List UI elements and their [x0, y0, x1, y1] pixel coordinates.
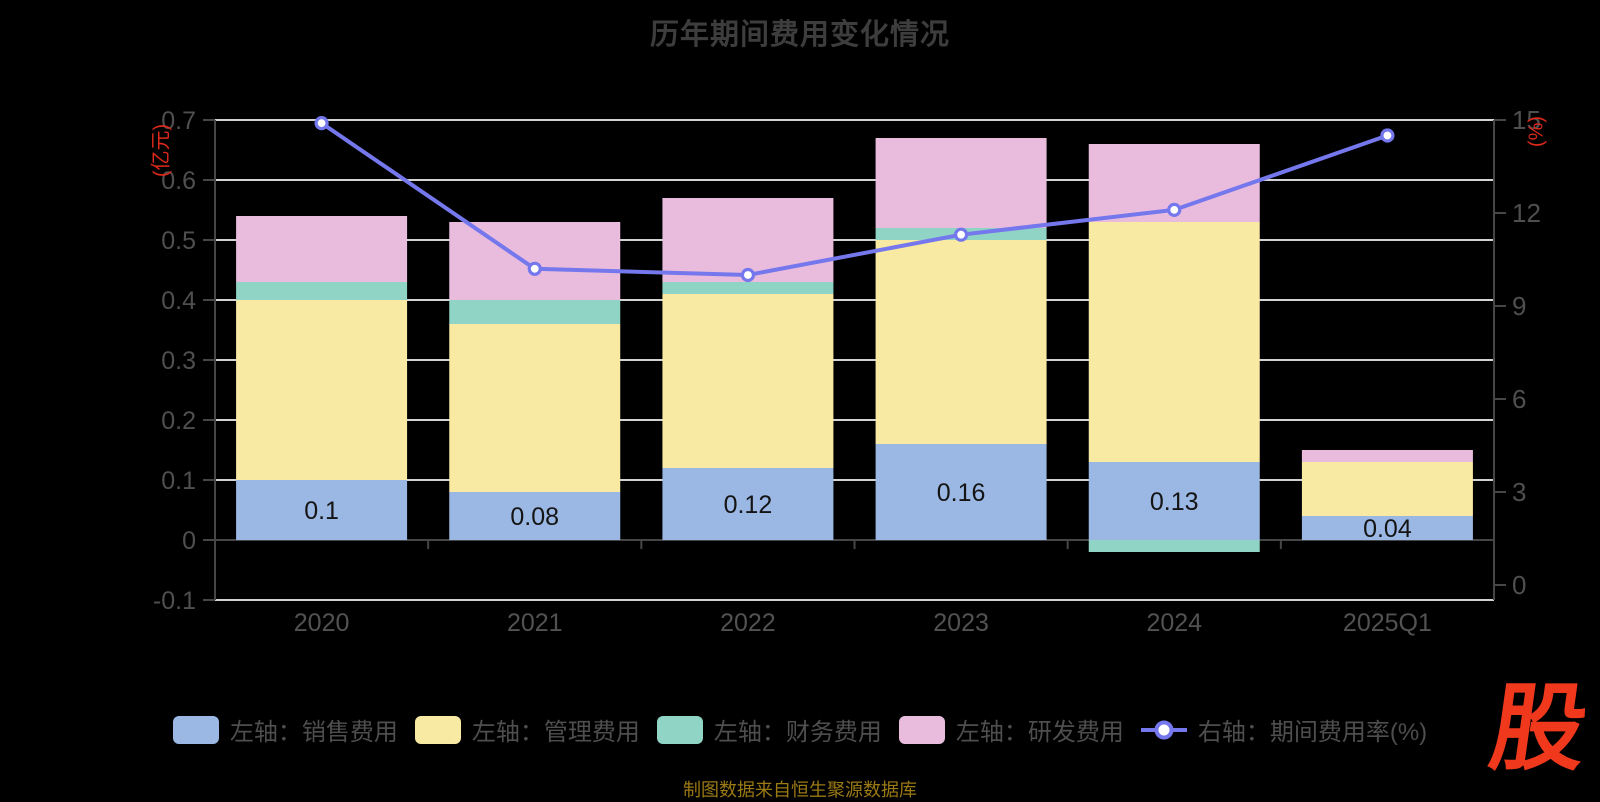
bar-value-label: 0.08	[510, 503, 559, 531]
left-axis-unit-label: (亿元)	[150, 123, 173, 178]
legend-label: 左轴：管理费用	[471, 719, 640, 746]
bar-segment-2021[interactable]	[449, 492, 621, 540]
bar-value-label: 0.1	[304, 497, 339, 525]
right-axis-tick-label: 15	[1512, 105, 1541, 135]
bar-segment-2023[interactable]	[875, 240, 1047, 444]
legend-dot-icon	[1154, 720, 1174, 739]
expense-chart[interactable]: 0.7 0.6 0.5 0.4 0.3 0.2 0.1 0 -0.1 15 12 9 6 3 0 2020 20…	[0, 0, 1600, 677]
bar-segment-2024[interactable]	[1088, 540, 1260, 552]
line-point-2021[interactable]	[527, 261, 542, 276]
legend-swatch-icon	[414, 715, 461, 744]
bar-segment-2024[interactable]	[1088, 462, 1260, 540]
left-axis-tick-label: 0.3	[161, 347, 196, 375]
left-axis-tick-label: 0.1	[161, 467, 196, 495]
bar-segment-2020[interactable]	[236, 216, 408, 282]
bar-segment-2023[interactable]	[875, 444, 1047, 540]
bar-value-label: 0.13	[1150, 488, 1199, 516]
legend-item-4[interactable]: 右轴：期间费用率(%)	[1140, 712, 1428, 747]
legend-item-1[interactable]: 左轴：管理费用	[414, 712, 640, 747]
bar-value-label: 0.04	[1363, 515, 1412, 543]
legend-item-0[interactable]: 左轴：销售费用	[172, 712, 398, 747]
legend-label: 右轴：期间费用率(%)	[1197, 719, 1428, 746]
legend-label: 左轴：财务费用	[713, 719, 882, 746]
left-axis-tick-label: 0	[182, 527, 196, 555]
bar-value-label: 0.12	[724, 491, 773, 519]
bar-segment-2025Q1[interactable]	[1301, 462, 1473, 516]
bar-segment-2021[interactable]	[449, 324, 621, 492]
bar-segment-2020[interactable]	[236, 300, 408, 480]
x-axis-category-label: 2024	[1146, 609, 1202, 637]
x-axis-category-label: 2025Q1	[1343, 609, 1432, 637]
left-axis-tick-label: 0.7	[161, 107, 196, 135]
x-axis-category-label: 2023	[933, 609, 989, 637]
legend-label: 左轴：研发费用	[955, 719, 1124, 746]
right-axis-tick-label: 3	[1512, 477, 1526, 507]
legend-label: 左轴：销售费用	[229, 719, 398, 746]
left-axis-tick-label: 0.6	[161, 167, 196, 195]
legend-item-2[interactable]: 左轴：财务费用	[656, 712, 882, 747]
x-axis-category-label: 2020	[294, 609, 350, 637]
bar-segment-2022[interactable]	[662, 294, 834, 468]
x-axis-category-label: 2022	[720, 609, 776, 637]
legend-swatch-icon	[172, 715, 219, 744]
line-point-2023[interactable]	[953, 227, 969, 242]
bar-segment-2023[interactable]	[875, 138, 1047, 228]
bar-segment-2020[interactable]	[236, 282, 408, 300]
legend-line-marker-icon	[1140, 716, 1187, 744]
legend-swatch-icon	[656, 715, 703, 744]
data-source-note: 制图数据来自恒生聚源数据库	[683, 780, 917, 800]
right-axis-tick-label: 0	[1512, 570, 1526, 600]
chart-legend: 左轴：销售费用 左轴：管理费用 左轴：财务费用 左轴：研发费用 右轴：期间费用率(%)	[0, 712, 1600, 747]
bar-segment-2022[interactable]	[662, 468, 834, 540]
bar-segment-2021[interactable]	[449, 222, 621, 300]
bar-segment-2021[interactable]	[449, 300, 621, 324]
left-axis-tick-label: -0.1	[153, 587, 196, 615]
right-axis-unit-label: (%)	[1525, 115, 1548, 148]
brand-logo: 股	[1483, 676, 1594, 782]
right-axis-tick-label: 6	[1512, 384, 1526, 414]
right-axis-tick-label: 9	[1512, 291, 1526, 321]
left-axis-tick-label: 0.4	[161, 287, 196, 315]
line-point-2020[interactable]	[314, 115, 329, 131]
bar-segment-2025Q1[interactable]	[1301, 450, 1473, 462]
left-axis-tick-label: 0.2	[161, 407, 196, 435]
line-point-2022[interactable]	[740, 267, 756, 283]
line-point-2025Q1[interactable]	[1380, 128, 1395, 143]
legend-item-3[interactable]: 左轴：研发费用	[898, 712, 1124, 747]
page-title: 历年期间费用变化情况	[649, 19, 950, 51]
bar-segment-2020[interactable]	[236, 480, 408, 540]
bar-segment-2025Q1[interactable]	[1301, 516, 1473, 540]
expense-rate-line[interactable]	[319, 121, 1390, 277]
right-axis-tick-label: 12	[1512, 198, 1541, 228]
legend-swatch-icon	[898, 715, 945, 744]
chart-canvas[interactable]: 0.7 0.6 0.5 0.4 0.3 0.2 0.1 0 -0.1 15 12 9 6 3 0 2020 20…	[0, 0, 1600, 672]
x-axis-category-label: 2021	[507, 609, 563, 637]
left-axis-tick-label: 0.5	[161, 227, 196, 255]
bar-segment-2022[interactable]	[662, 282, 834, 294]
bar-segment-2024[interactable]	[1088, 222, 1260, 462]
line-point-2024[interactable]	[1167, 202, 1182, 217]
bar-value-label: 0.16	[937, 479, 986, 507]
